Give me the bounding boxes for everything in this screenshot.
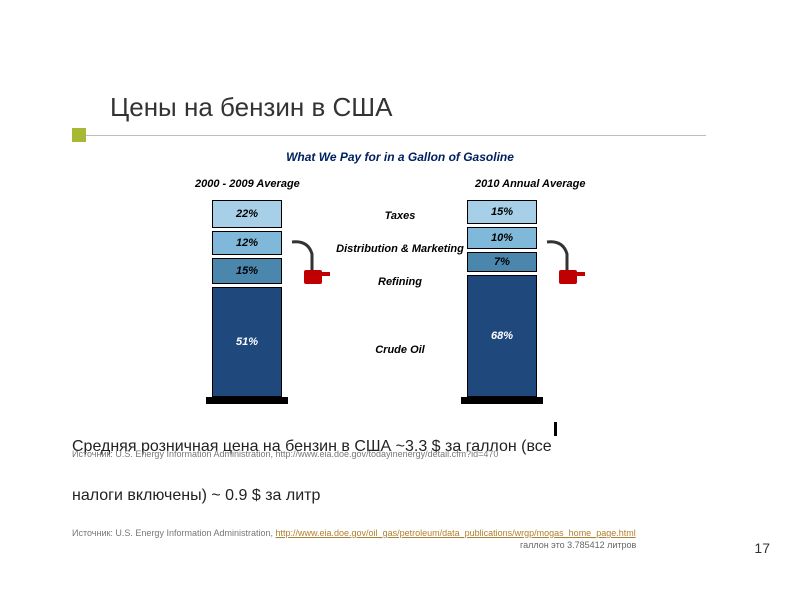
cat-label-distmkt: Distribution & Marketing xyxy=(330,243,470,255)
pump-left-seg-distmkt: 12% xyxy=(212,231,282,255)
page-number: 17 xyxy=(754,540,770,556)
pump-left-seg-taxes: 22% xyxy=(212,200,282,228)
source-2-prefix: Источник: U.S. Energy Information Admini… xyxy=(72,528,276,538)
cat-label-refining: Refining xyxy=(330,276,470,288)
pump-left-seg-crude: 51% xyxy=(212,287,282,397)
cat-label-crude: Crude Oil xyxy=(330,344,470,356)
pump-left: 22% 12% 15% 51% xyxy=(212,200,282,404)
source-line-1: Источник: U.S. Energy Information Admini… xyxy=(72,449,498,459)
nozzle-right-icon xyxy=(545,240,589,290)
title-accent-square xyxy=(72,128,86,142)
chart-title: What We Pay for in a Gallon of Gasoline xyxy=(0,150,800,164)
gallon-conversion-note: галлон это 3.785412 литров xyxy=(520,540,636,550)
pump-left-seg-refining: 15% xyxy=(212,258,282,284)
pump-right: 15% 10% 7% 68% xyxy=(467,200,537,404)
pump-right-seg-refining: 7% xyxy=(467,252,537,272)
pump-right-seg-distmkt: 10% xyxy=(467,227,537,249)
title-underline xyxy=(86,135,706,136)
pump-right-seg-crude: 68% xyxy=(467,275,537,397)
source-line-2: Источник: U.S. Energy Information Admini… xyxy=(72,528,636,538)
pump-right-seg-taxes: 15% xyxy=(467,200,537,224)
source-2-link[interactable]: http://www.eia.doe.gov/oil_gas/petroleum… xyxy=(276,528,636,538)
stray-tick-mark xyxy=(554,422,557,436)
nozzle-left-icon xyxy=(290,240,334,290)
column-header-right: 2010 Annual Average xyxy=(475,178,585,190)
pump-right-base xyxy=(461,397,543,404)
body-text-line2: налоги включены) ~ 0.9 $ за литр xyxy=(72,487,320,505)
cat-label-taxes: Taxes xyxy=(330,210,470,222)
slide-title: Цены на бензин в США xyxy=(110,92,392,123)
column-header-left: 2000 - 2009 Average xyxy=(195,178,300,190)
pump-left-base xyxy=(206,397,288,404)
